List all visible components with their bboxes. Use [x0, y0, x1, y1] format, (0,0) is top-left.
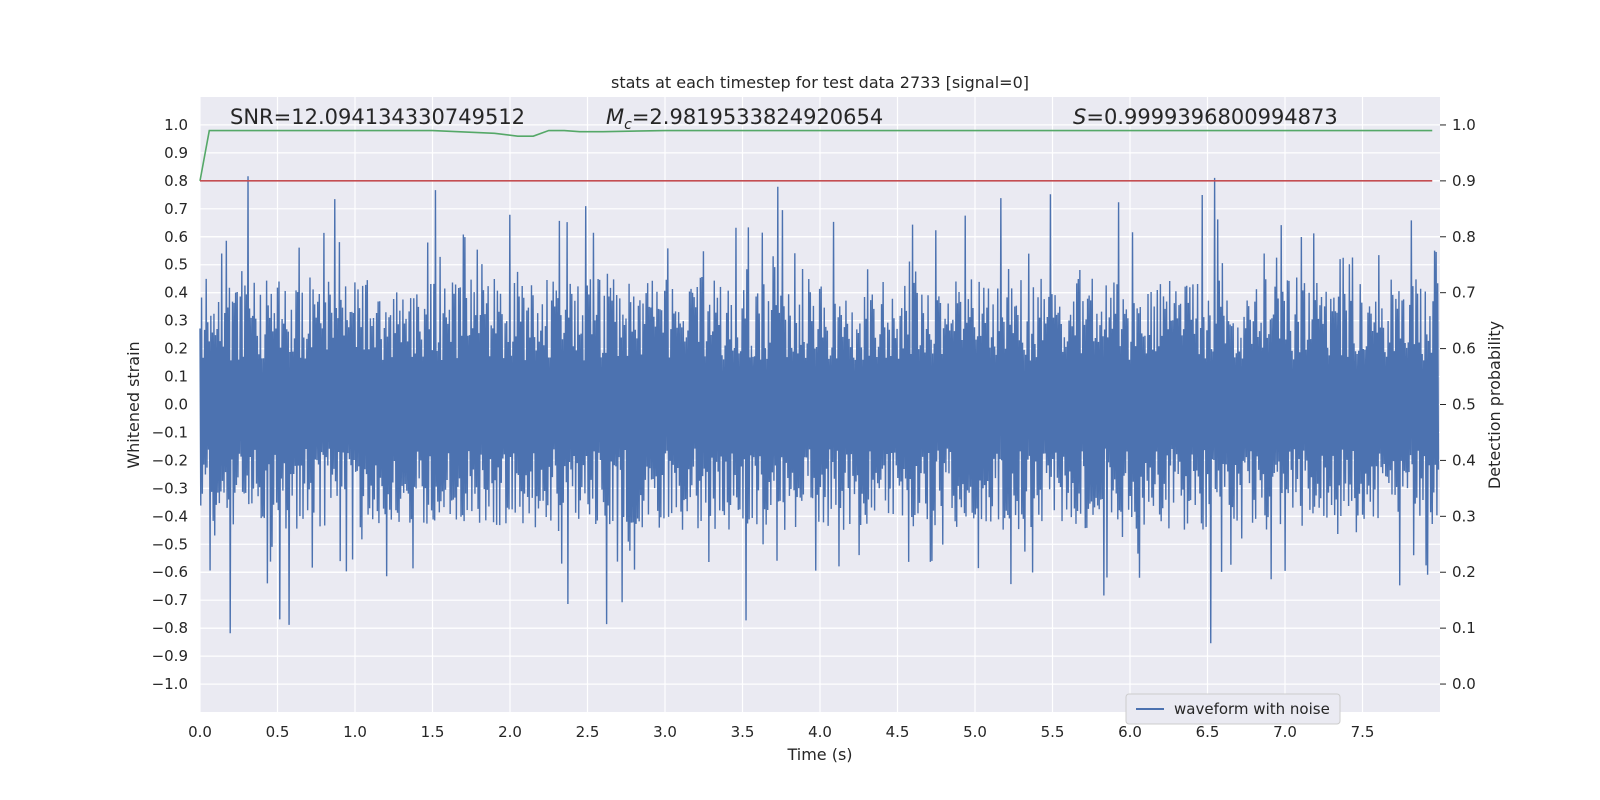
x-tick-label: 0.0 [188, 723, 212, 741]
y-tick-label: −1.0 [152, 675, 188, 693]
y-tick-label: −0.9 [152, 647, 188, 665]
detection-score-annotation: S=0.9999396800994873 [1073, 105, 1338, 129]
y2-tick-label: 0.5 [1452, 396, 1476, 414]
legend: waveform with noise [1125, 693, 1341, 725]
chirp-mass-annotation: Mc=2.9819533824920654 [606, 105, 883, 133]
x-tick-label: 2.0 [498, 723, 522, 741]
y-tick-label: 0.3 [164, 312, 188, 330]
y-tick-label: 0.7 [164, 200, 188, 218]
detection-score-value: =0.9999396800994873 [1086, 105, 1337, 129]
y2-tick-label: 0.1 [1452, 619, 1476, 637]
y2-tick-label: 1.0 [1452, 116, 1476, 134]
x-tick-label: 7.5 [1351, 723, 1375, 741]
y-tick-label: −0.1 [152, 423, 188, 441]
probability-series [199, 129, 1433, 182]
y-tick-label: 0.5 [164, 256, 188, 274]
y-tick-label: −0.4 [152, 507, 188, 525]
y2-tick-label: 0.3 [1452, 507, 1476, 525]
detection-score-symbol: S [1073, 105, 1086, 129]
legend-label-waveform: waveform with noise [1174, 700, 1330, 718]
x-tick-label: 6.0 [1118, 723, 1142, 741]
y-tick-labels: −1.0 −0.9 −0.8 −0.7 −0.6 −0.5 −0.4 −0.3 −0.2 −0.1… [152, 116, 188, 693]
y-tick-label: 0.1 [164, 368, 188, 386]
x-tick-labels: 0.0 0.5 1.0 1.5 2.0 2.5 3.0 3.5 4.0 4.5 5.0 5.5 6.0 6… [188, 723, 1374, 741]
x-tick-label: 5.0 [963, 723, 987, 741]
y-tick-label: −0.7 [152, 591, 188, 609]
y-tick-label: 0.0 [164, 396, 188, 414]
chirp-mass-symbol: M [606, 105, 624, 129]
x-tick-label: 5.5 [1041, 723, 1065, 741]
y-tick-label: 0.9 [164, 144, 188, 162]
y-tick-label: −0.8 [152, 619, 188, 637]
x-tick-label: 1.5 [421, 723, 445, 741]
y-tick-label: 1.0 [164, 116, 188, 134]
chirp-mass-value: =2.9819533824920654 [632, 105, 883, 129]
y2-tick-labels: 0.0 0.1 0.2 0.3 0.4 0.5 0.6 0.7 0.8 0.9 1.0 [1440, 116, 1476, 693]
y-tick-label: −0.5 [152, 535, 188, 553]
x-tick-label: 6.5 [1196, 723, 1220, 741]
x-tick-label: 1.0 [343, 723, 367, 741]
y-tick-label: −0.2 [152, 451, 188, 469]
x-tick-label: 3.0 [653, 723, 677, 741]
x-tick-label: 3.5 [731, 723, 755, 741]
y-tick-label: 0.4 [164, 284, 188, 302]
x-tick-label: 4.0 [808, 723, 832, 741]
x-tick-label: 4.5 [886, 723, 910, 741]
snr-annotation: SNR=12.094134330749512 [230, 105, 525, 129]
y-tick-label: −0.6 [152, 563, 188, 581]
waveform-with-noise-line [199, 176, 1440, 644]
y2-tick-label: 0.7 [1452, 284, 1476, 302]
y-tick-label: 0.2 [164, 340, 188, 358]
x-tick-label: 2.5 [576, 723, 600, 741]
strain-series [199, 176, 1440, 644]
y2-tick-label: 0.4 [1452, 451, 1476, 469]
y2-tick-label: 0.2 [1452, 563, 1476, 581]
y2-tick-label: 0.9 [1452, 172, 1476, 190]
chirp-mass-subscript: c [624, 117, 632, 133]
y-tick-label: 0.8 [164, 172, 188, 190]
y-tick-label: 0.6 [164, 228, 188, 246]
x-tick-label: 0.5 [266, 723, 290, 741]
x-tick-label: 7.0 [1273, 723, 1297, 741]
chart-title: stats at each timestep for test data 273… [611, 73, 1029, 92]
y-tick-label: −0.3 [152, 479, 188, 497]
y2-tick-label: 0.0 [1452, 675, 1476, 693]
x-axis-label: Time (s) [786, 745, 852, 764]
y2-tick-label: 0.8 [1452, 228, 1476, 246]
y2-tick-label: 0.6 [1452, 340, 1476, 358]
y-axis-label: Whitened strain [124, 341, 143, 468]
detection-probability-line [199, 129, 1433, 182]
legend-box [1125, 693, 1341, 725]
y2-axis-label: Detection probability [1485, 321, 1504, 489]
